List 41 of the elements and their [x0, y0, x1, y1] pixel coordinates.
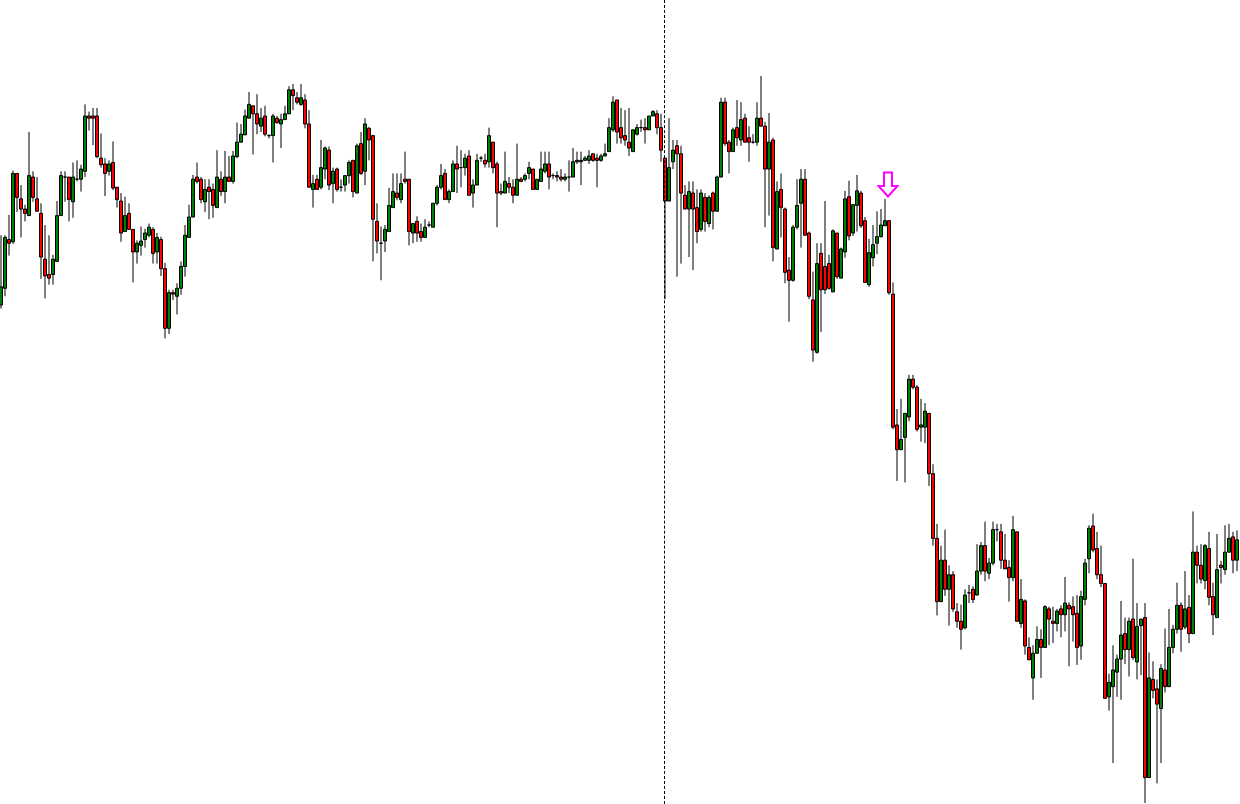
candlestick	[627, 107, 631, 157]
candlestick	[207, 178, 211, 220]
candlestick	[855, 174, 859, 233]
candlestick	[587, 149, 591, 165]
candlestick	[511, 178, 515, 204]
candlestick	[1235, 529, 1239, 572]
candlestick	[559, 168, 563, 182]
candlestick	[755, 101, 759, 147]
candlestick	[415, 215, 419, 243]
candlestick	[1199, 543, 1203, 584]
candlestick	[263, 105, 267, 137]
candlestick	[0, 234, 3, 310]
candlestick	[1047, 606, 1051, 646]
candlestick	[823, 200, 827, 295]
candlestick	[279, 113, 283, 149]
candlestick	[423, 218, 427, 238]
candlestick	[739, 101, 743, 147]
candlestick	[1059, 604, 1063, 638]
candlestick	[1183, 570, 1187, 630]
candlestick	[675, 139, 679, 278]
candlestick	[1067, 601, 1071, 667]
candlestick	[151, 226, 155, 265]
candlestick	[691, 180, 695, 271]
candlestick	[1119, 600, 1123, 701]
candlestick	[291, 83, 295, 111]
candlestick	[947, 564, 951, 627]
candlestick	[271, 113, 275, 164]
candlestick	[555, 170, 559, 182]
candlestick	[319, 139, 323, 190]
candlestick	[1051, 606, 1055, 644]
candlestick	[547, 151, 551, 190]
candlestick	[123, 196, 127, 233]
candlestick	[799, 168, 803, 249]
candlestick	[455, 145, 459, 194]
candlestick	[503, 151, 507, 194]
candlestick	[703, 192, 707, 233]
candlestick	[223, 150, 227, 204]
candlestick	[595, 153, 599, 188]
candlestick	[643, 117, 647, 145]
candlestick	[1111, 644, 1115, 764]
candlestick	[567, 159, 571, 193]
